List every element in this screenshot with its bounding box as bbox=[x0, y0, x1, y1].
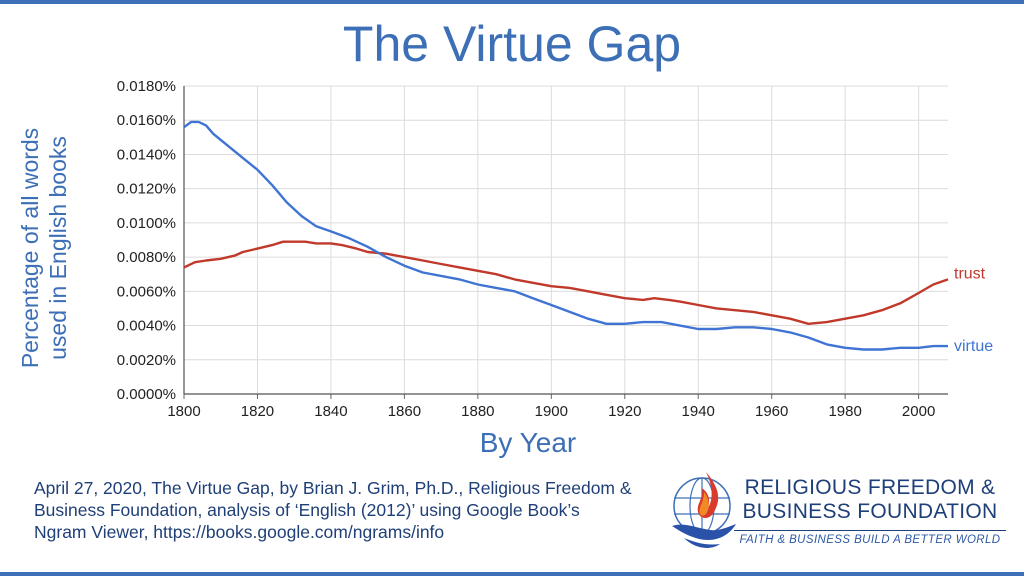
chart-title: The Virtue Gap bbox=[342, 16, 682, 72]
y-tick-label: 0.0000% bbox=[117, 386, 176, 403]
foundation-name: RELIGIOUS FREEDOM & BUSINESS FOUNDATION bbox=[742, 476, 998, 523]
y-axis-title: Percentage of all wordsused in English b… bbox=[17, 128, 71, 368]
source-caption: April 27, 2020, The Virtue Gap, by Brian… bbox=[34, 478, 632, 542]
x-tick-label: 1920 bbox=[608, 403, 641, 420]
x-tick-label: 1880 bbox=[461, 403, 494, 420]
x-tick-label: 1860 bbox=[388, 403, 421, 420]
globe-flame-hands-icon bbox=[672, 472, 736, 548]
y-tick-label: 0.0020% bbox=[117, 352, 176, 369]
foundation-logo: RELIGIOUS FREEDOM & BUSINESS FOUNDATION … bbox=[666, 466, 1006, 556]
x-tick-label: 2000 bbox=[902, 403, 935, 420]
x-tick-label: 1980 bbox=[828, 403, 861, 420]
x-tick-label: 1800 bbox=[167, 403, 200, 420]
x-tick-label: 1820 bbox=[241, 403, 274, 420]
x-tick-label: 1840 bbox=[314, 403, 347, 420]
y-tick-label: 0.0160% bbox=[117, 112, 176, 129]
y-tick-label: 0.0100% bbox=[117, 215, 176, 232]
y-tick-label: 0.0140% bbox=[117, 146, 176, 163]
y-axis-title-line-1: Percentage of all words bbox=[17, 128, 43, 368]
logo-divider bbox=[734, 530, 1006, 531]
top-rule bbox=[0, 0, 1024, 4]
x-tick-label: 1940 bbox=[682, 403, 715, 420]
y-axis-title-line-2: used in English books bbox=[45, 136, 71, 360]
y-tick-label: 0.0120% bbox=[117, 181, 176, 198]
series-label-trust: trust bbox=[954, 265, 986, 282]
x-tick-label: 1960 bbox=[755, 403, 788, 420]
series-line-virtue bbox=[183, 120, 948, 351]
x-axis-title: By Year bbox=[480, 427, 577, 458]
x-tick-label: 1900 bbox=[535, 403, 568, 420]
y-tick-label: 0.0180% bbox=[117, 78, 176, 95]
foundation-tagline: FAITH & BUSINESS BUILD A BETTER WORLD bbox=[739, 534, 1001, 546]
series-label-virtue: virtue bbox=[954, 338, 993, 355]
y-tick-label: 0.0040% bbox=[117, 318, 176, 335]
series-line-trust bbox=[183, 240, 949, 325]
y-tick-label: 0.0060% bbox=[117, 283, 176, 300]
y-tick-label: 0.0080% bbox=[117, 249, 176, 266]
bottom-rule bbox=[0, 572, 1024, 576]
